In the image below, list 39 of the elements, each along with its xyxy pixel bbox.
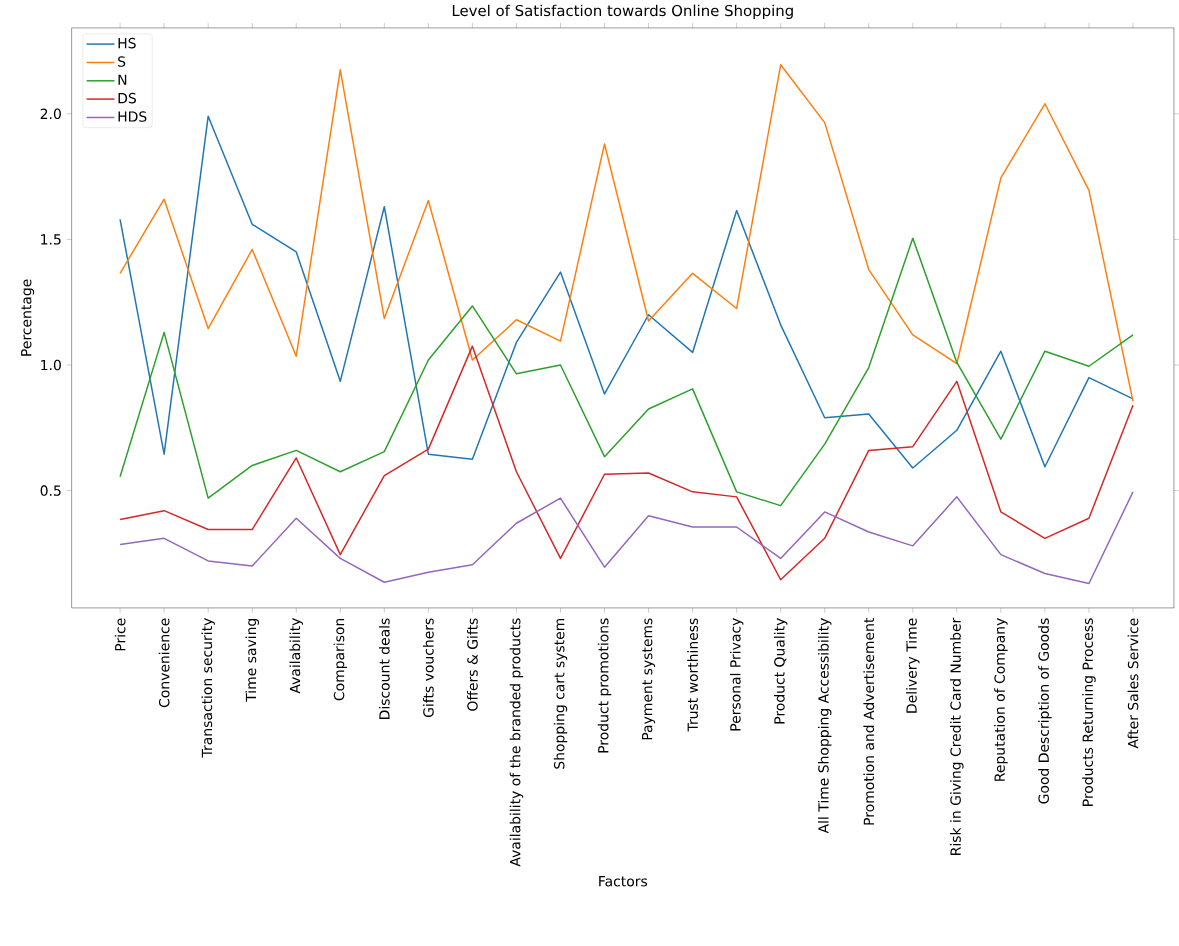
- y-axis-title: Percentage: [21, 279, 35, 356]
- x-tick-label: Delivery Time: [906, 618, 920, 713]
- x-tick-label: Time saving: [245, 618, 259, 702]
- legend-label: HDS: [118, 111, 147, 122]
- y-tick-label: 1.5: [41, 234, 61, 245]
- legend-label: DS: [118, 92, 136, 104]
- x-tick-label: Risk in Giving Credit Card Number: [950, 617, 964, 855]
- x-tick-label: Offers & Gifts: [467, 618, 478, 711]
- x-tick-label: Price: [114, 618, 126, 651]
- x-tick-label: Product Quality: [773, 618, 788, 724]
- x-tick-label: After Sales Service: [1127, 618, 1139, 749]
- x-tick-label: All Time Shopping Accessibility: [817, 618, 832, 834]
- x-tick-label: Trust worthiness: [687, 618, 698, 732]
- x-tick-label: Product promotions: [597, 618, 612, 753]
- x-tick-label: Personal Privacy: [729, 618, 744, 731]
- line-series: [119, 345, 1134, 581]
- line-series: [119, 491, 1134, 585]
- y-tick-label: 2.0: [40, 108, 61, 120]
- x-tick-label: Discount deals: [378, 618, 390, 719]
- y-tick-label: 0.5: [40, 485, 61, 496]
- legend-label: S: [118, 56, 126, 67]
- x-tick-label: Availability of the branded products: [509, 618, 524, 867]
- x-tick-label: Convenience: [158, 618, 170, 708]
- x-tick-label: Reputation of Company: [994, 618, 1008, 781]
- x-tick-label: Gifts vouchers: [422, 618, 434, 717]
- legend-label: N: [118, 74, 127, 85]
- x-tick-label: Comparison: [333, 618, 348, 701]
- x-tick-label: Payment systems: [642, 618, 656, 740]
- x-tick-label: Transaction security: [201, 618, 215, 758]
- chart-title: Level of Satisfaction towards Online Shopping: [452, 4, 793, 20]
- x-tick-label: Products Returning Process: [1082, 618, 1096, 806]
- line-series: [119, 237, 1134, 507]
- legend-label: HS: [118, 37, 136, 49]
- x-tick-label: Promotion and Advertisement: [863, 617, 875, 825]
- x-tick-label: Good Description of Goods: [1038, 618, 1052, 804]
- x-tick-label: Shopping cart system: [553, 618, 568, 769]
- x-tick-label: Availability: [289, 618, 303, 694]
- y-tick-label: 1.0: [41, 359, 61, 371]
- x-axis-title: Factors: [599, 876, 648, 887]
